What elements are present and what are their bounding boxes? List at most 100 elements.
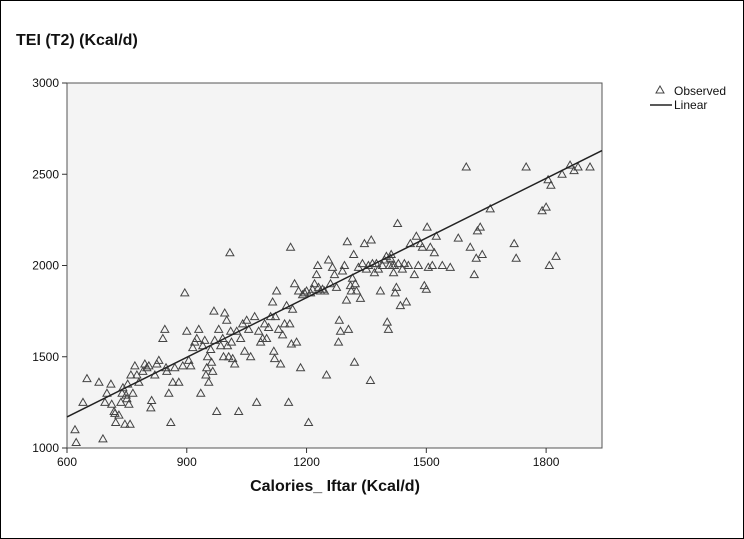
data-point — [375, 286, 386, 295]
data-point — [417, 242, 428, 251]
data-point — [173, 377, 184, 386]
y-tick-label: 3000 — [32, 76, 59, 90]
y-tick-label: 1500 — [32, 350, 59, 364]
data-point — [221, 315, 232, 324]
data-point — [546, 180, 556, 189]
data-point — [403, 260, 414, 269]
data-point — [211, 406, 222, 415]
y-tick-label: 1000 — [32, 441, 59, 455]
data-point — [249, 311, 260, 321]
data-point — [325, 278, 336, 288]
legend-label-observed: Observed — [674, 84, 727, 98]
data-point — [195, 388, 206, 397]
data-point — [263, 322, 274, 332]
data-point — [187, 342, 198, 352]
data-point — [303, 417, 314, 426]
data-point — [117, 388, 127, 397]
data-point — [225, 247, 235, 257]
data-point — [165, 417, 176, 426]
data-point — [293, 286, 304, 295]
data-point — [585, 161, 595, 171]
data-point — [544, 260, 555, 269]
data-point — [573, 161, 583, 171]
data-point — [209, 306, 219, 315]
data-point — [521, 161, 532, 171]
data-point — [541, 202, 551, 211]
x-axis-label: Calories_ Iftar (Kcal/d) — [250, 478, 420, 495]
data-point — [413, 260, 424, 269]
data-point — [233, 406, 244, 415]
data-point — [114, 410, 124, 419]
data-point — [223, 351, 234, 361]
data-point — [475, 222, 486, 231]
data-point — [225, 326, 236, 335]
data-point — [215, 340, 226, 350]
data-point — [445, 262, 456, 271]
data-point — [309, 278, 320, 288]
data-point — [431, 231, 442, 240]
data-point — [401, 296, 412, 306]
data-point — [145, 402, 156, 412]
observed-points — [70, 160, 595, 447]
data-point — [163, 388, 174, 397]
data-point — [268, 346, 279, 355]
data-point — [350, 278, 361, 288]
linear-fit-line — [66, 149, 603, 418]
data-point — [355, 293, 366, 302]
data-point — [331, 282, 342, 291]
data-point — [143, 360, 154, 370]
data-point — [259, 318, 270, 328]
data-point — [261, 333, 272, 342]
data-point — [191, 333, 202, 342]
data-point — [271, 286, 282, 295]
data-point — [346, 286, 357, 295]
data-point — [130, 360, 140, 370]
data-point — [277, 329, 288, 339]
data-point — [312, 260, 323, 269]
data-point — [169, 362, 180, 372]
data-point — [461, 161, 472, 171]
data-point — [273, 324, 284, 333]
x-tick-label: 600 — [57, 455, 77, 469]
data-point — [177, 360, 188, 370]
data-point — [342, 236, 353, 246]
data-point — [329, 269, 340, 279]
data-point — [279, 318, 290, 328]
data-point — [125, 419, 135, 428]
data-point — [399, 258, 410, 268]
data-point — [291, 337, 302, 346]
data-point — [106, 379, 116, 388]
data-point — [122, 393, 132, 403]
data-point — [337, 265, 348, 275]
data-point — [199, 335, 210, 344]
data-point — [285, 242, 296, 251]
data-point — [110, 417, 121, 426]
data-point — [179, 287, 190, 297]
data-point — [141, 362, 152, 372]
data-point — [183, 355, 194, 364]
data-point — [235, 333, 246, 342]
data-point — [71, 437, 82, 447]
data-point — [343, 324, 354, 333]
data-point — [251, 397, 262, 406]
data-point — [207, 366, 218, 375]
data-point — [146, 395, 157, 405]
data-point — [161, 366, 172, 375]
data-point — [269, 353, 280, 363]
data-point — [229, 359, 240, 368]
data-point — [348, 249, 359, 259]
data-point — [100, 397, 110, 406]
data-point — [167, 377, 178, 386]
data-point — [422, 222, 432, 231]
data-point — [429, 247, 440, 257]
data-point — [70, 424, 80, 434]
data-point — [425, 242, 436, 251]
data-point — [226, 337, 237, 346]
data-point — [102, 388, 112, 397]
data-point — [201, 369, 211, 379]
data-point — [411, 231, 422, 240]
data-point — [275, 359, 286, 368]
y-tick-label: 2000 — [32, 259, 59, 273]
triangle-icon — [655, 84, 665, 94]
